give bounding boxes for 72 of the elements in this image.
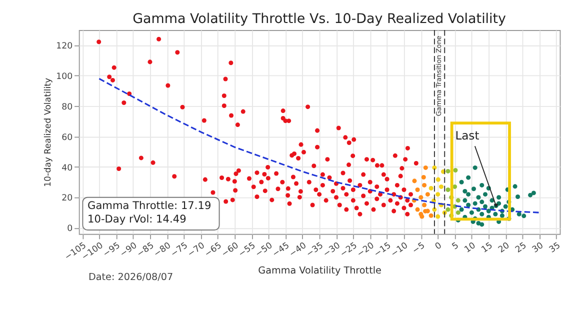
y-tick-label: 20: [62, 194, 73, 204]
point: [423, 165, 428, 170]
point: [428, 186, 434, 190]
point: [421, 175, 426, 180]
point: [480, 200, 484, 204]
point: [446, 168, 450, 174]
y-tick-label: 80: [62, 102, 73, 112]
annotation: Gamma Throttle: 17.19 10-Day rVol: 14.49: [88, 200, 212, 226]
point: [496, 195, 502, 200]
x-tick-label: 15: [480, 240, 495, 256]
point: [415, 207, 420, 212]
point: [493, 212, 498, 216]
point: [466, 202, 471, 208]
point: [528, 192, 533, 198]
point: [446, 207, 450, 212]
point: [512, 184, 518, 189]
point: [422, 202, 427, 208]
y-tick-label: 0: [67, 224, 73, 234]
point: [471, 186, 476, 192]
point: [415, 188, 420, 192]
point: [459, 180, 464, 184]
y-tick-label: 40: [62, 163, 73, 174]
x-tick-label: 0: [434, 240, 444, 252]
point: [412, 178, 417, 184]
point: [436, 192, 440, 197]
x-tick-label: −5: [410, 240, 427, 256]
point: [476, 195, 481, 200]
x-tick-label: 30: [530, 240, 546, 256]
point: [469, 210, 474, 215]
point: [436, 177, 440, 182]
point: [446, 188, 450, 192]
point: [418, 195, 424, 200]
annotation: Last: [455, 128, 480, 142]
point: [483, 192, 488, 197]
y-axis-title: 10-day Realized Volatility: [43, 78, 54, 188]
y-tick-label: 120: [56, 42, 73, 52]
point: [456, 198, 460, 203]
x-tick-label: 35: [548, 240, 562, 256]
point: [500, 213, 504, 218]
point: [480, 212, 484, 216]
point: [483, 204, 488, 209]
x-tick-label: 20: [496, 240, 512, 256]
x-tick-label: 5: [450, 240, 461, 252]
point: [516, 194, 520, 200]
point: [438, 184, 444, 189]
chart-title: Gamma Volatility Throttle Vs. 10-Day Realized Volatility: [132, 12, 506, 27]
x-tick-label: 25: [514, 240, 529, 256]
point: [472, 201, 478, 206]
point: [453, 168, 458, 173]
point: [456, 210, 460, 215]
text: Date: 2026/08/07: [88, 272, 174, 284]
x-axis-title: Gamma Volatility Throttle: [258, 265, 382, 276]
point: [480, 182, 484, 188]
point: [428, 213, 434, 218]
point: [462, 189, 468, 194]
point: [436, 214, 440, 219]
point: [422, 182, 427, 188]
point: [503, 204, 508, 209]
point: [486, 208, 491, 214]
point: [476, 220, 481, 226]
point: [472, 165, 478, 170]
point: [522, 214, 526, 218]
point: [462, 198, 468, 203]
point: [531, 190, 536, 196]
point: [459, 207, 464, 212]
point: [425, 192, 430, 197]
point: [420, 214, 424, 219]
point: [466, 192, 471, 197]
point: [466, 175, 471, 180]
y-tick-label: 60: [62, 132, 73, 143]
y-tick-label: 100: [56, 72, 73, 82]
x-tick-label: 10: [463, 240, 478, 256]
